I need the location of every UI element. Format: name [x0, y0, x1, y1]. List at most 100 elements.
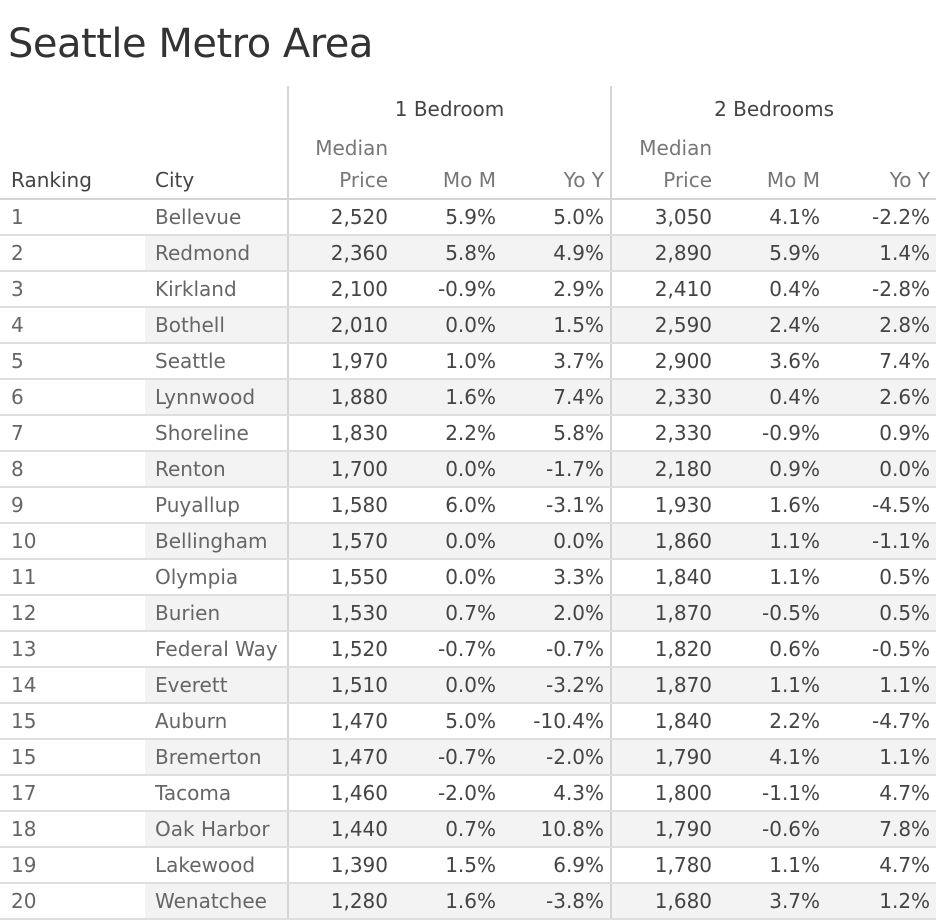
two-bedroom-yoy-cell: 1.2% [826, 883, 937, 920]
rank-cell: 3 [0, 271, 145, 308]
one-bedroom-yoy-cell: 5.8% [502, 415, 612, 452]
one-bedroom-mom-cell: 0.7% [394, 811, 502, 848]
header-2br-median-line1: Median [639, 136, 713, 160]
rent-ranking-table: 1 Bedroom 2 Bedrooms Ranking City Median… [0, 86, 937, 920]
table-row: 1 Bellevue 2,520 5.9% 5.0% 3,050 4.1% -2.2% [0, 199, 937, 236]
one-bedroom-yoy-cell: 0.0% [502, 523, 612, 560]
header-2br-mom: Mo M [718, 132, 827, 200]
one-bedroom-yoy-cell: -2.0% [502, 739, 612, 776]
two-bedroom-mom-cell: 2.2% [718, 703, 827, 740]
column-group-header-row: 1 Bedroom 2 Bedrooms [0, 86, 937, 132]
page-title: Seattle Metro Area [8, 21, 373, 67]
two-bedroom-mom-cell: 0.4% [718, 271, 827, 308]
one-bedroom-mom-cell: 0.0% [394, 307, 502, 344]
table-row: 6 Lynnwood 1,880 1.6% 7.4% 2,330 0.4% 2.6% [0, 379, 937, 416]
city-cell: Federal Way [145, 631, 288, 668]
city-cell: Kirkland [145, 271, 288, 308]
one-bedroom-yoy-cell: 7.4% [502, 379, 612, 416]
one-bedroom-median-price-cell: 1,880 [287, 379, 394, 416]
two-bedroom-yoy-cell: -2.8% [826, 271, 937, 308]
one-bedroom-mom-cell: 0.0% [394, 559, 502, 596]
header-2br-median-line2: Price [663, 168, 713, 192]
two-bedroom-yoy-cell: 2.8% [826, 307, 937, 344]
two-bedroom-mom-cell: 1.1% [718, 667, 827, 704]
two-bedroom-median-price-cell: 1,680 [610, 883, 719, 920]
header-2br-median-price: Median Price [610, 132, 719, 200]
two-bedroom-yoy-cell: -0.5% [826, 631, 937, 668]
rank-cell: 14 [0, 667, 145, 704]
header-1br-median-line2: Price [339, 168, 388, 192]
two-bedroom-mom-cell: 0.6% [718, 631, 827, 668]
two-bedroom-median-price-cell: 1,800 [610, 775, 719, 812]
table-row: 10 Bellingham 1,570 0.0% 0.0% 1,860 1.1% -1.1% [0, 523, 937, 560]
one-bedroom-yoy-cell: 3.3% [502, 559, 612, 596]
city-cell: Lynnwood [145, 379, 288, 416]
city-cell: Bremerton [145, 739, 288, 776]
two-bedroom-mom-cell: -0.6% [718, 811, 827, 848]
two-bedroom-yoy-cell: -2.2% [826, 199, 937, 236]
one-bedroom-mom-cell: 0.0% [394, 667, 502, 704]
two-bedroom-median-price-cell: 1,840 [610, 559, 719, 596]
header-city: City [145, 132, 288, 200]
rank-cell: 7 [0, 415, 145, 452]
two-bedroom-yoy-cell: -4.7% [826, 703, 937, 740]
city-cell: Wenatchee [145, 883, 288, 920]
rank-cell: 1 [0, 199, 145, 236]
table-row: 4 Bothell 2,010 0.0% 1.5% 2,590 2.4% 2.8% [0, 307, 937, 344]
one-bedroom-yoy-cell: 1.5% [502, 307, 612, 344]
one-bedroom-mom-cell: 1.0% [394, 343, 502, 380]
rank-cell: 17 [0, 775, 145, 812]
one-bedroom-mom-cell: 5.0% [394, 703, 502, 740]
two-bedroom-mom-cell: -0.9% [718, 415, 827, 452]
two-bedroom-yoy-cell: 0.0% [826, 451, 937, 488]
two-bedroom-median-price-cell: 1,820 [610, 631, 719, 668]
one-bedroom-median-price-cell: 1,510 [287, 667, 394, 704]
one-bedroom-mom-cell: 0.0% [394, 523, 502, 560]
one-bedroom-median-price-cell: 1,530 [287, 595, 394, 632]
one-bedroom-mom-cell: 0.7% [394, 595, 502, 632]
one-bedroom-median-price-cell: 1,550 [287, 559, 394, 596]
one-bedroom-mom-cell: 5.9% [394, 199, 502, 236]
header-spacer [0, 86, 288, 132]
table-row: 14 Everett 1,510 0.0% -3.2% 1,870 1.1% 1.1% [0, 667, 937, 704]
header-1br-median-price: Median Price [287, 132, 394, 200]
two-bedroom-yoy-cell: 1.1% [826, 667, 937, 704]
one-bedroom-yoy-cell: 3.7% [502, 343, 612, 380]
one-bedroom-median-price-cell: 2,520 [287, 199, 394, 236]
one-bedroom-mom-cell: -0.7% [394, 739, 502, 776]
one-bedroom-mom-cell: 1.6% [394, 379, 502, 416]
city-cell: Bellingham [145, 523, 288, 560]
two-bedroom-mom-cell: -0.5% [718, 595, 827, 632]
one-bedroom-median-price-cell: 1,970 [287, 343, 394, 380]
table-row: 9 Puyallup 1,580 6.0% -3.1% 1,930 1.6% -4.5% [0, 487, 937, 524]
city-cell: Renton [145, 451, 288, 488]
one-bedroom-yoy-cell: 6.9% [502, 847, 612, 884]
two-bedroom-median-price-cell: 1,780 [610, 847, 719, 884]
header-1br-yoy: Yo Y [502, 132, 612, 200]
table-body: 1 Bellevue 2,520 5.9% 5.0% 3,050 4.1% -2.2% 2 Red… [0, 199, 937, 920]
table-row: 12 Burien 1,530 0.7% 2.0% 1,870 -0.5% 0.5% [0, 595, 937, 632]
city-cell: Everett [145, 667, 288, 704]
rank-cell: 4 [0, 307, 145, 344]
rank-cell: 19 [0, 847, 145, 884]
two-bedroom-yoy-cell: 7.8% [826, 811, 937, 848]
one-bedroom-mom-cell: 0.0% [394, 451, 502, 488]
city-cell: Redmond [145, 235, 288, 272]
two-bedroom-median-price-cell: 1,870 [610, 595, 719, 632]
two-bedroom-median-price-cell: 2,890 [610, 235, 719, 272]
table-row: 15 Bremerton 1,470 -0.7% -2.0% 1,790 4.1% 1.1% [0, 739, 937, 776]
one-bedroom-median-price-cell: 1,470 [287, 703, 394, 740]
two-bedroom-yoy-cell: 0.9% [826, 415, 937, 452]
two-bedroom-yoy-cell: -4.5% [826, 487, 937, 524]
one-bedroom-median-price-cell: 2,360 [287, 235, 394, 272]
two-bedroom-mom-cell: -1.1% [718, 775, 827, 812]
two-bedroom-median-price-cell: 2,330 [610, 415, 719, 452]
one-bedroom-yoy-cell: -0.7% [502, 631, 612, 668]
two-bedroom-median-price-cell: 1,790 [610, 811, 719, 848]
table-row: 11 Olympia 1,550 0.0% 3.3% 1,840 1.1% 0.5% [0, 559, 937, 596]
two-bedroom-mom-cell: 3.6% [718, 343, 827, 380]
two-bedroom-yoy-cell: 0.5% [826, 595, 937, 632]
two-bedroom-median-price-cell: 2,900 [610, 343, 719, 380]
table-row: 20 Wenatchee 1,280 1.6% -3.8% 1,680 3.7% 1.2% [0, 883, 937, 920]
city-cell: Olympia [145, 559, 288, 596]
